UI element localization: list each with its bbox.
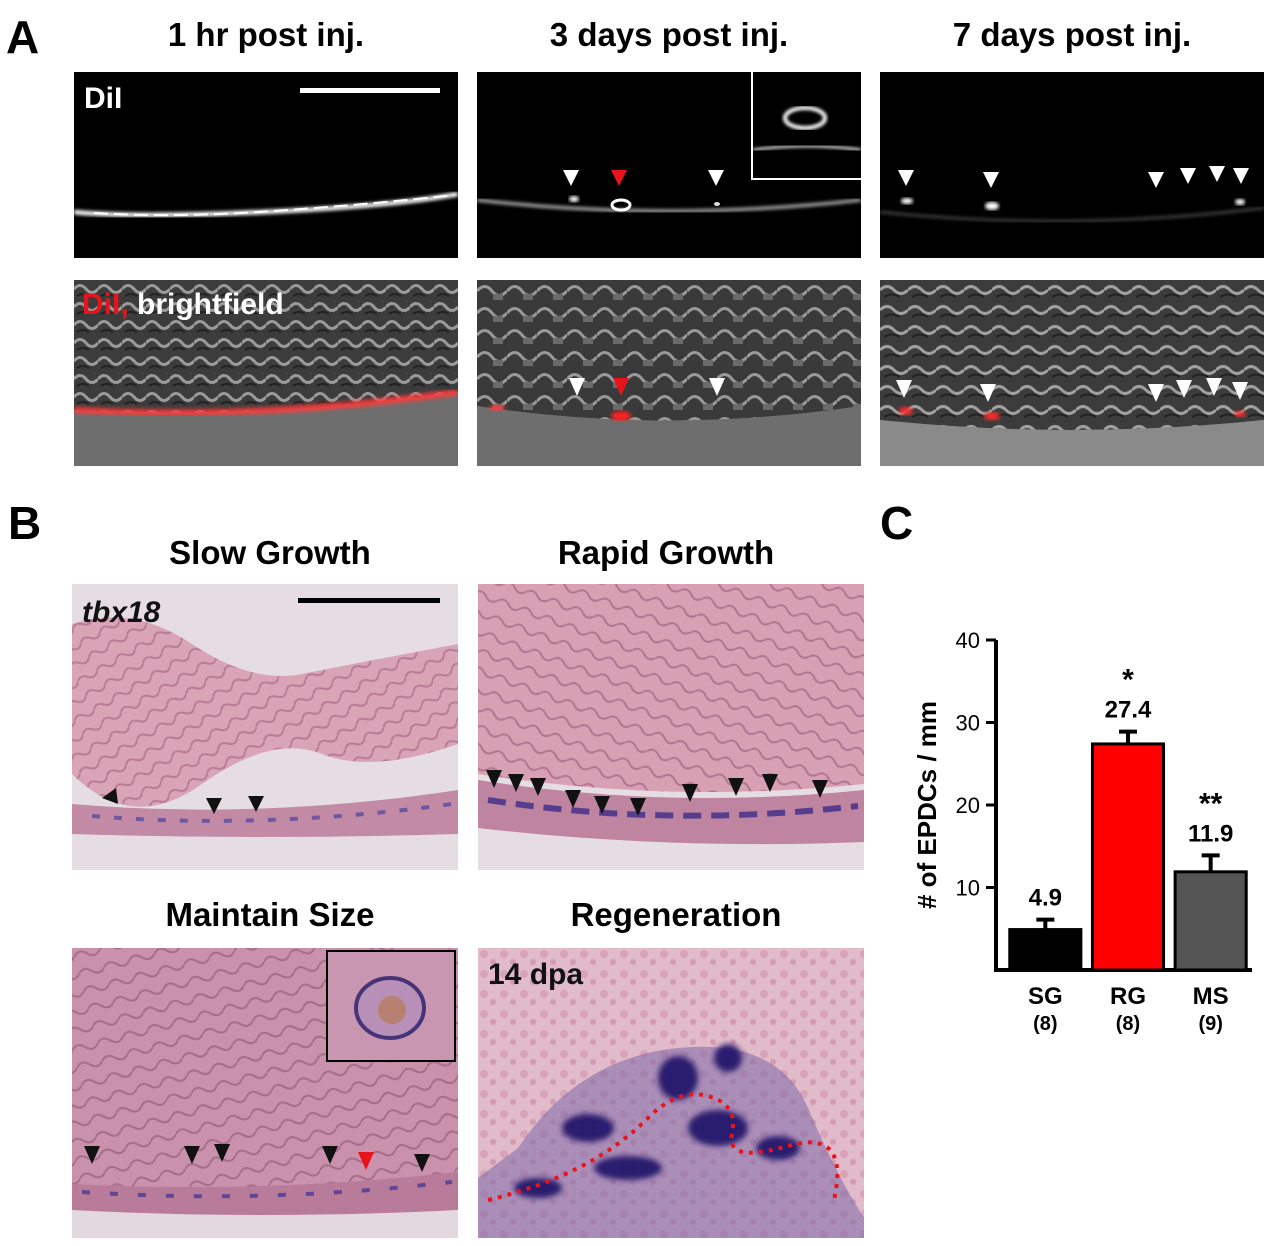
overlay-label-dil: DiI, xyxy=(82,288,129,321)
dil-fluorescence-3days xyxy=(477,72,861,258)
scale-bar-b xyxy=(298,598,440,603)
dpa-label: 14 dpa xyxy=(488,958,584,991)
brightfield-tissue-3days xyxy=(477,280,861,466)
black-arrowhead xyxy=(414,1154,430,1172)
overlay-label: DiI, brightfield xyxy=(82,290,284,320)
white-arrowhead xyxy=(1206,378,1222,396)
black-arrowhead xyxy=(322,1146,338,1164)
white-arrowhead xyxy=(896,380,912,398)
white-arrowhead xyxy=(1148,384,1164,402)
white-arrowhead xyxy=(1148,172,1164,188)
white-arrowhead xyxy=(1180,168,1196,184)
bar-ms xyxy=(1173,870,1248,972)
white-arrowhead xyxy=(569,378,585,396)
black-arrowhead xyxy=(812,780,828,798)
panel-a-title-3days: 3 days post inj. xyxy=(549,16,789,53)
black-arrowhead xyxy=(762,774,778,792)
y-tick-label: 30 xyxy=(956,711,980,736)
white-arrowhead xyxy=(1233,168,1249,184)
dil-fluorescence-1hr: DiI xyxy=(74,72,458,258)
ish-tissue-regeneration xyxy=(478,948,864,1238)
significance-marker: * xyxy=(1122,664,1134,697)
panel-a-title-7days: 7 days post inj. xyxy=(952,16,1192,53)
black-arrowhead xyxy=(248,796,264,812)
panel-c-letter: C xyxy=(880,497,914,549)
black-arrowhead xyxy=(530,778,546,796)
white-arrowhead xyxy=(708,170,724,186)
white-arrowhead xyxy=(1232,382,1248,400)
dil-signal-1hr xyxy=(74,191,458,218)
black-arrowhead xyxy=(184,1146,200,1164)
ish-rapid-growth xyxy=(478,584,864,870)
ish-tissue-slow-growth xyxy=(72,584,458,870)
panel-b-title-regeneration: Regeneration xyxy=(570,896,782,933)
panel-b-title-slow-growth: Slow Growth xyxy=(169,534,371,571)
ish-maintain-size xyxy=(72,948,458,1238)
black-arrowhead xyxy=(728,778,744,796)
red-arrowhead xyxy=(611,170,627,186)
value-label: 27.4 xyxy=(1105,697,1152,724)
panel-b-title-rapid-growth: Rapid Growth xyxy=(557,534,775,571)
epdc-bar-chart: 10 20 30 40 # of EPDCs / mm 4.9 SG (8) 27.4* RG (8… xyxy=(912,628,1252,1035)
ish-slow-growth: tbx18 xyxy=(72,584,458,870)
black-arrowhead xyxy=(486,770,502,788)
white-arrowhead xyxy=(1209,166,1225,182)
dil-brightfield-1hr: DiI, brightfield xyxy=(74,280,458,466)
black-arrowhead xyxy=(214,1144,230,1162)
sample-count: (9) xyxy=(1198,1013,1222,1035)
black-arrowhead xyxy=(594,796,610,814)
tbx18-label: tbx18 xyxy=(82,596,161,629)
panel-b-letter: B xyxy=(8,497,42,549)
brightfield-tissue-7days xyxy=(880,280,1264,466)
sample-count: (8) xyxy=(1033,1013,1057,1035)
bar-sg xyxy=(1008,928,1083,972)
white-arrowhead xyxy=(983,172,999,188)
black-arrowhead xyxy=(565,790,581,808)
category-label: RG xyxy=(1110,983,1146,1010)
black-arrowhead xyxy=(206,798,222,814)
white-arrowhead xyxy=(709,378,725,396)
category-label: SG xyxy=(1028,983,1063,1010)
white-arrowhead xyxy=(980,384,996,402)
y-axis-label: # of EPDCs / mm xyxy=(912,701,942,909)
overlay-label-brightfield: brightfield xyxy=(128,288,284,321)
significance-marker: ** xyxy=(1199,787,1223,820)
white-arrowhead xyxy=(563,170,579,186)
dil-signal-7days xyxy=(880,166,1264,223)
black-arrowhead xyxy=(682,784,698,802)
value-label: 4.9 xyxy=(1029,885,1062,912)
black-arrowhead xyxy=(630,798,646,816)
white-arrowhead xyxy=(898,170,914,186)
ish-regeneration: 14 dpa xyxy=(478,948,864,1238)
dil-fluorescence-7days xyxy=(880,72,1264,258)
scale-bar-a xyxy=(300,88,440,93)
red-arrowhead xyxy=(358,1152,374,1170)
dil-label: DiI xyxy=(84,82,123,115)
dil-brightfield-3days xyxy=(477,280,861,466)
y-tick-label: 40 xyxy=(956,628,980,653)
sample-count: (8) xyxy=(1116,1013,1140,1035)
panel-a-letter: A xyxy=(6,11,40,63)
ish-tissue-rapid-growth xyxy=(478,584,864,870)
dil-brightfield-7days xyxy=(880,280,1264,466)
value-label: 11.9 xyxy=(1188,820,1233,847)
y-tick-label: 20 xyxy=(956,793,980,818)
black-arrowhead xyxy=(84,1146,100,1164)
ish-inset-cell xyxy=(326,950,456,1062)
category-label: MS xyxy=(1193,983,1229,1010)
panel-b-title-maintain-size: Maintain Size xyxy=(165,896,375,933)
brightfield-tissue-1hr xyxy=(74,280,458,466)
bar-rg xyxy=(1090,742,1166,972)
dil-inset-3days xyxy=(751,72,861,180)
white-arrowhead xyxy=(1176,380,1192,398)
black-arrowhead xyxy=(102,788,118,804)
black-arrowhead xyxy=(508,774,524,792)
panel-a-title-1hr: 1 hr post inj. xyxy=(167,16,365,53)
dil-signal-3days xyxy=(477,170,861,213)
y-tick-label: 10 xyxy=(956,876,980,901)
red-arrowhead xyxy=(613,378,629,396)
